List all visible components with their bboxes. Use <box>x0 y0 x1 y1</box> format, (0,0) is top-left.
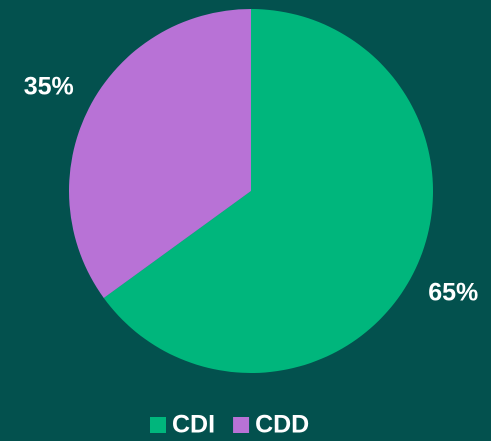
legend-swatch <box>150 417 166 433</box>
pie-slice <box>103 9 433 373</box>
pie-slice <box>68 9 251 298</box>
slice-label: 65% <box>428 279 478 307</box>
legend-swatch <box>233 417 250 433</box>
legend-label: CDD <box>255 411 309 439</box>
slice-label: 35% <box>24 73 74 101</box>
legend-label: CDI <box>172 411 215 439</box>
